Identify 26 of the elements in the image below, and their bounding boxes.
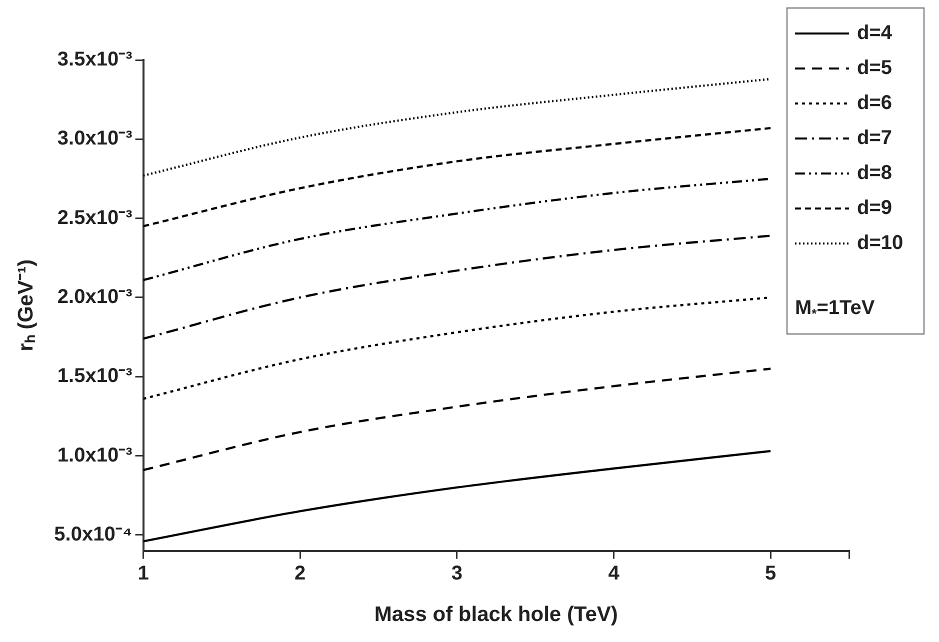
line-series [143,450,772,542]
legend-label: d=10 [857,232,904,254]
legend-label: d=7 [857,127,892,150]
y-tick-label: 2.0x10⁻³ [57,286,133,308]
x-axis-title: Mass of black hole (TeV) [374,603,618,626]
x-tick-label: 5 [765,562,776,584]
line-series [143,368,772,472]
y-tick-label: 1.0x10⁻³ [57,444,133,466]
y-tick-label: 2.5x10⁻³ [57,206,133,229]
line-series [143,126,772,228]
x-tick-label: 2 [294,562,306,584]
legend-label: d=9 [857,197,892,220]
y-tick-label: 1.5x10⁻³ [57,365,133,388]
legend-label: d=5 [857,57,892,80]
y-tick-label: 5.0x10⁻⁴ [54,523,132,546]
legend-label: d=8 [857,162,892,184]
annotation: M*=1TeV [795,297,876,322]
y-axis-title: rₕ (GeV⁻¹) [14,259,38,352]
x-tick-label: 3 [451,562,462,584]
y-tick-label: 3.5x10⁻³ [57,48,133,71]
line-series [143,234,772,340]
x-tick-label: 1 [138,562,149,584]
y-tick-label: 3.0x10⁻³ [57,128,133,150]
legend-label: d=6 [857,92,892,114]
x-tick-label: 4 [608,562,620,584]
legend-label: d=4 [857,22,893,44]
